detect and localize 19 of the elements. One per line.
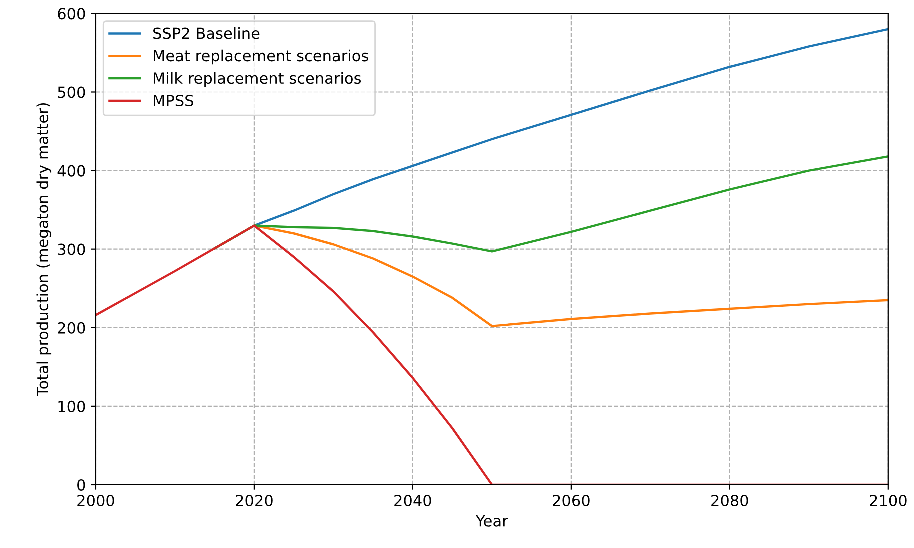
y-tick-label: 600	[58, 8, 86, 20]
y-tick-label: 0	[78, 479, 86, 491]
legend-label: SSP2 Baseline	[154, 27, 260, 40]
x-tick-label: 2080	[712, 494, 748, 507]
x-tick-label: 2020	[236, 494, 273, 507]
y-axis-title: Total production (megaton dry matter)	[36, 103, 52, 397]
x-tick-label: 2040	[394, 494, 432, 507]
y-tick-label: 100	[58, 400, 86, 412]
x-axis-title: Year	[476, 516, 508, 527]
y-tick-label: 400	[58, 165, 86, 177]
legend-label: MPSS	[154, 94, 194, 107]
x-tick-label: 2060	[553, 494, 590, 507]
y-tick-label: 500	[58, 86, 86, 98]
y-tick-label: 200	[58, 322, 86, 334]
legend-label: Meat replacement scenarios	[154, 50, 368, 65]
x-tick-label: 2100	[870, 494, 907, 507]
legend-label: Milk replacement scenarios	[154, 72, 362, 88]
y-tick-label: 300	[58, 244, 86, 256]
x-tick-label: 2000	[78, 494, 114, 507]
